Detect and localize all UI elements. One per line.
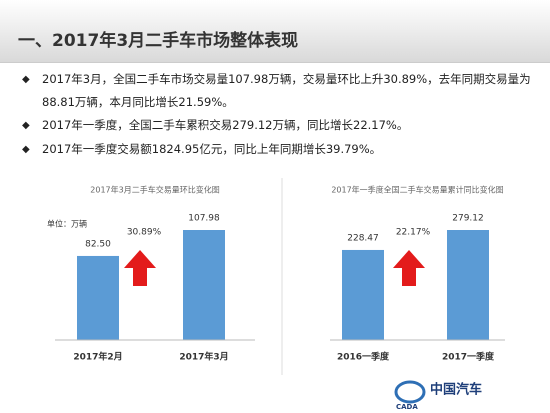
bar <box>77 255 119 340</box>
bar <box>447 230 489 340</box>
bullet-text: 2017年一季度，全国二手车累积交易279.12万辆，同比增长22.17%。 <box>42 118 409 132</box>
bar <box>183 230 225 340</box>
annotation: 30.89% <box>127 228 162 238</box>
logo-name: 中国汽车 <box>430 382 482 398</box>
value-label: 279.12 <box>452 214 484 224</box>
header-bar <box>0 0 550 63</box>
bar <box>342 249 384 340</box>
bullet: 2017年3月，全国二手车市场交易量107.98万辆，交易量环比上升30.89%… <box>22 68 532 114</box>
value-label: 107.98 <box>188 214 220 224</box>
slide-title: 一、2017年3月二手车市场整体表现 <box>18 31 299 51</box>
logo-abbr: CADA <box>396 403 418 411</box>
bullet: 2017年一季度交易额1824.95亿元，同比上年同期增长39.79%。 <box>22 138 532 161</box>
bullet: 2017年一季度，全国二手车累积交易279.12万辆，同比增长22.17%。 <box>22 114 532 137</box>
bullet-text: 2017年一季度交易额1824.95亿元，同比上年同期增长39.79%。 <box>42 142 382 156</box>
category-label: 2017年2月 <box>73 351 122 363</box>
value-label: 82.50 <box>85 239 111 249</box>
bullet-text: 2017年3月，全国二手车市场交易量107.98万辆，交易量环比上升30.89%… <box>42 72 531 109</box>
value-label: 228.47 <box>347 233 379 243</box>
up-arrow <box>393 250 425 286</box>
annotation: 22.17% <box>396 228 431 238</box>
category-label: 2017年3月 <box>179 351 228 363</box>
logo-icon <box>394 380 426 404</box>
unit-label: 单位：万辆 <box>47 219 87 229</box>
up-arrow <box>124 250 156 286</box>
category-label: 2017一季度 <box>442 351 495 363</box>
chart-title: 2017年3月二手车交易量环比变化图 <box>90 185 219 195</box>
category-label: 2016一季度 <box>337 351 390 363</box>
chart-title: 2017年一季度全国二手车交易量累计同比变化图 <box>331 185 503 195</box>
